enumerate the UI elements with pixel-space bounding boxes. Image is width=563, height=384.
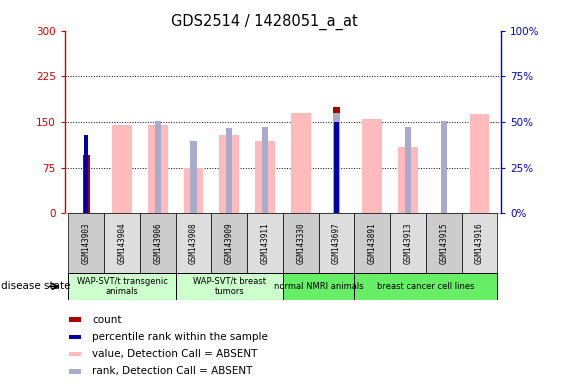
Bar bbox=[68, 213, 104, 273]
Bar bbox=[390, 213, 426, 273]
Bar bbox=[184, 167, 203, 213]
Bar bbox=[334, 122, 339, 213]
Bar bbox=[176, 213, 211, 273]
Text: GSM143913: GSM143913 bbox=[404, 222, 413, 264]
Text: GSM143903: GSM143903 bbox=[82, 222, 91, 264]
Bar bbox=[68, 273, 176, 300]
Bar bbox=[363, 119, 382, 213]
Bar bbox=[226, 128, 233, 213]
Bar bbox=[69, 335, 81, 339]
Text: value, Detection Call = ABSENT: value, Detection Call = ABSENT bbox=[92, 349, 257, 359]
Bar bbox=[333, 107, 340, 213]
Bar bbox=[69, 352, 81, 356]
Bar bbox=[140, 213, 176, 273]
Bar bbox=[154, 121, 161, 213]
Text: GSM143330: GSM143330 bbox=[296, 222, 305, 264]
Text: breast cancer cell lines: breast cancer cell lines bbox=[377, 282, 475, 291]
Bar bbox=[112, 125, 132, 213]
Text: GSM143915: GSM143915 bbox=[439, 222, 448, 264]
Bar bbox=[69, 369, 81, 374]
Bar bbox=[355, 273, 498, 300]
Bar bbox=[283, 213, 319, 273]
Bar bbox=[291, 113, 311, 213]
Text: WAP-SVT/t transgenic
animals: WAP-SVT/t transgenic animals bbox=[77, 277, 167, 296]
Bar bbox=[283, 273, 355, 300]
Bar bbox=[319, 213, 355, 273]
Text: disease state: disease state bbox=[1, 281, 70, 291]
Bar bbox=[262, 127, 268, 213]
Text: GSM143891: GSM143891 bbox=[368, 222, 377, 264]
Bar bbox=[83, 156, 90, 213]
Text: GSM143911: GSM143911 bbox=[261, 222, 270, 264]
Bar bbox=[104, 213, 140, 273]
Text: percentile rank within the sample: percentile rank within the sample bbox=[92, 332, 268, 342]
Bar bbox=[405, 127, 412, 213]
Bar bbox=[176, 273, 283, 300]
Bar bbox=[69, 318, 81, 322]
Bar bbox=[148, 125, 168, 213]
Bar bbox=[462, 213, 498, 273]
Bar bbox=[84, 135, 88, 213]
Bar bbox=[441, 121, 447, 213]
Text: rank, Detection Call = ABSENT: rank, Detection Call = ABSENT bbox=[92, 366, 252, 376]
Text: GSM143916: GSM143916 bbox=[475, 222, 484, 264]
Bar bbox=[220, 135, 239, 213]
Bar bbox=[398, 147, 418, 213]
Bar bbox=[333, 113, 340, 213]
Text: GSM143697: GSM143697 bbox=[332, 222, 341, 264]
Bar bbox=[247, 213, 283, 273]
Text: GDS2514 / 1428051_a_at: GDS2514 / 1428051_a_at bbox=[171, 13, 358, 30]
Text: normal NMRI animals: normal NMRI animals bbox=[274, 282, 364, 291]
Bar bbox=[190, 141, 196, 213]
Bar bbox=[255, 141, 275, 213]
Bar bbox=[470, 114, 489, 213]
Bar bbox=[426, 213, 462, 273]
Text: GSM143906: GSM143906 bbox=[153, 222, 162, 264]
Text: GSM143909: GSM143909 bbox=[225, 222, 234, 264]
Text: count: count bbox=[92, 314, 122, 324]
Bar bbox=[211, 213, 247, 273]
Text: GSM143908: GSM143908 bbox=[189, 222, 198, 264]
Bar bbox=[355, 213, 390, 273]
Text: GSM143904: GSM143904 bbox=[118, 222, 127, 264]
Text: WAP-SVT/t breast
tumors: WAP-SVT/t breast tumors bbox=[193, 277, 266, 296]
